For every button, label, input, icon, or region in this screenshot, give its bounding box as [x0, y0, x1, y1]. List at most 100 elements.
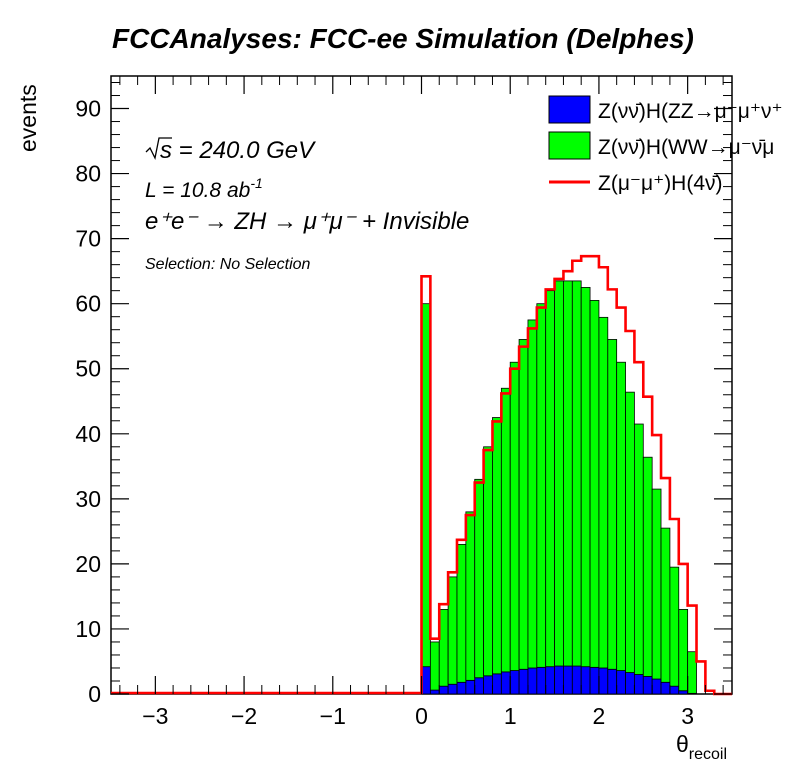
bar-zz-8 — [492, 673, 502, 695]
histogram-lines — [111, 254, 732, 696]
legend-swatch-ww — [548, 131, 591, 160]
bar-ww-3 — [447, 576, 458, 685]
bar-ww-14 — [545, 290, 555, 668]
annotation-selection: Selection: No Selection — [145, 256, 311, 273]
lumi-exponent: -1 — [250, 175, 262, 191]
bar-ww-15 — [554, 280, 564, 667]
x-tick-label-4: 1 — [504, 703, 517, 729]
legend-swatch-zz — [548, 95, 591, 124]
x-tick-label-5: 2 — [593, 703, 606, 729]
y-tick-label-60: 60 — [75, 291, 101, 317]
bar-zz-17 — [571, 665, 582, 695]
bar-zz-5 — [465, 679, 476, 695]
svg-text:s = 240.0 GeV: s = 240.0 GeV — [160, 137, 316, 164]
bar-zz-16 — [563, 665, 573, 695]
bar-ww-0 — [421, 303, 431, 668]
bar-ww-8 — [492, 417, 502, 675]
bar-zz-10 — [509, 670, 520, 695]
bar-zz-15 — [554, 665, 564, 695]
bar-zz-28 — [669, 685, 680, 695]
bar-ww-18 — [580, 287, 591, 668]
annotation-sqrt-s: s = 240.0 GeV — [145, 137, 316, 164]
bar-zz-3 — [447, 683, 458, 695]
bar-zz-1 — [429, 689, 440, 695]
bar-ww-9 — [500, 387, 511, 673]
bar-ww-10 — [509, 361, 520, 671]
bar-zz-21 — [607, 668, 618, 695]
y-tick-label-40: 40 — [75, 421, 101, 447]
sqrt-s-value: = 240.0 GeV — [172, 137, 316, 164]
bar-zz-24 — [634, 674, 644, 695]
legend: Z(νν̄)H(ZZ→μ⁻μ⁺ν⁺ Z(νν̄)H(WW→μ⁻ν̄μ Z(μ⁻μ… — [548, 95, 783, 195]
bar-zz-11 — [518, 668, 529, 695]
bar-ww-4 — [456, 543, 467, 683]
bar-zz-0 — [421, 666, 431, 695]
bar-zz-22 — [616, 670, 626, 695]
x-tick-label-3: 0 — [415, 703, 428, 729]
sqrt-icon — [145, 137, 172, 160]
bar-ww-11 — [518, 339, 529, 670]
x-tick-label-2: −1 — [320, 703, 346, 729]
bar-zz-27 — [660, 681, 671, 695]
bar-zz-9 — [500, 671, 511, 695]
bar-ww-20 — [598, 316, 609, 669]
x-axis-label-sub: recoil — [689, 746, 727, 763]
bar-zz-25 — [642, 676, 653, 695]
bar-ww-22 — [616, 361, 626, 671]
bar-zz-13 — [536, 666, 547, 695]
x-axis-label: θrecoil — [676, 731, 727, 763]
annotation-process: e⁺e⁻ → ZH → μ⁺μ⁻ + Invisible — [145, 208, 469, 235]
bar-zz-4 — [456, 681, 467, 695]
x-tick-label-0: −3 — [142, 703, 168, 729]
bar-ww-19 — [589, 300, 600, 668]
annotation-lumi: L = 10.8 ab-1 — [145, 175, 263, 202]
bar-ww-6 — [474, 478, 485, 679]
bar-ww-12 — [527, 319, 538, 669]
series-line-mumu — [420, 254, 732, 696]
y-tick-label-80: 80 — [75, 161, 101, 187]
bar-ww-25 — [642, 456, 653, 677]
bar-zz-6 — [474, 677, 485, 695]
bar-zz-29 — [678, 690, 689, 695]
sqrt-s-symbol: s — [160, 137, 172, 164]
axis-ticks: 0 10 20 30 40 50 60 70 80 90 −3 −2 −1 0 1 2 3 — [75, 76, 732, 729]
bar-ww-17 — [571, 280, 582, 667]
bar-zz-26 — [651, 678, 662, 695]
bar-ww-27 — [660, 527, 671, 683]
bar-ww-5 — [465, 511, 476, 681]
bar-ww-28 — [669, 566, 680, 687]
legend-label-ww: Z(νν̄)H(WW→μ⁻ν̄μ — [598, 136, 774, 159]
bar-zz-14 — [545, 666, 555, 695]
bar-zz-20 — [598, 667, 609, 695]
y-tick-label-90: 90 — [75, 96, 101, 122]
x-tick-label-6: 3 — [681, 703, 694, 729]
bar-ww-21 — [607, 339, 618, 670]
bar-ww-30 — [687, 651, 697, 694]
y-tick-label-20: 20 — [75, 551, 101, 577]
y-tick-label-30: 30 — [75, 486, 101, 512]
chart-title: FCCAnalyses: FCC-ee Simulation (Delphes) — [112, 23, 694, 54]
histogram-bars — [421, 280, 697, 695]
bar-zz-19 — [589, 666, 600, 695]
bar-zz-7 — [483, 675, 493, 695]
x-axis-label-main: θ — [676, 731, 689, 757]
y-axis-label: events — [15, 84, 41, 152]
bar-zz-2 — [438, 685, 449, 695]
x-tick-label-1: −2 — [231, 703, 257, 729]
bar-zz-18 — [580, 666, 591, 695]
bar-ww-16 — [563, 280, 573, 667]
bar-ww-13 — [536, 303, 547, 668]
bar-ww-29 — [678, 609, 689, 692]
bar-zz-23 — [625, 672, 635, 695]
bar-ww-1 — [429, 641, 440, 691]
bar-ww-7 — [483, 446, 493, 677]
legend-label-zz: Z(νν̄)H(ZZ→μ⁻μ⁺ν⁺ — [598, 100, 783, 123]
y-tick-label-50: 50 — [75, 356, 101, 382]
y-tick-label-0: 0 — [88, 681, 101, 707]
y-tick-label-10: 10 — [75, 616, 101, 642]
bar-ww-24 — [634, 423, 644, 675]
bar-ww-23 — [625, 391, 635, 673]
bar-zz-12 — [527, 667, 538, 695]
y-tick-label-70: 70 — [75, 226, 101, 252]
